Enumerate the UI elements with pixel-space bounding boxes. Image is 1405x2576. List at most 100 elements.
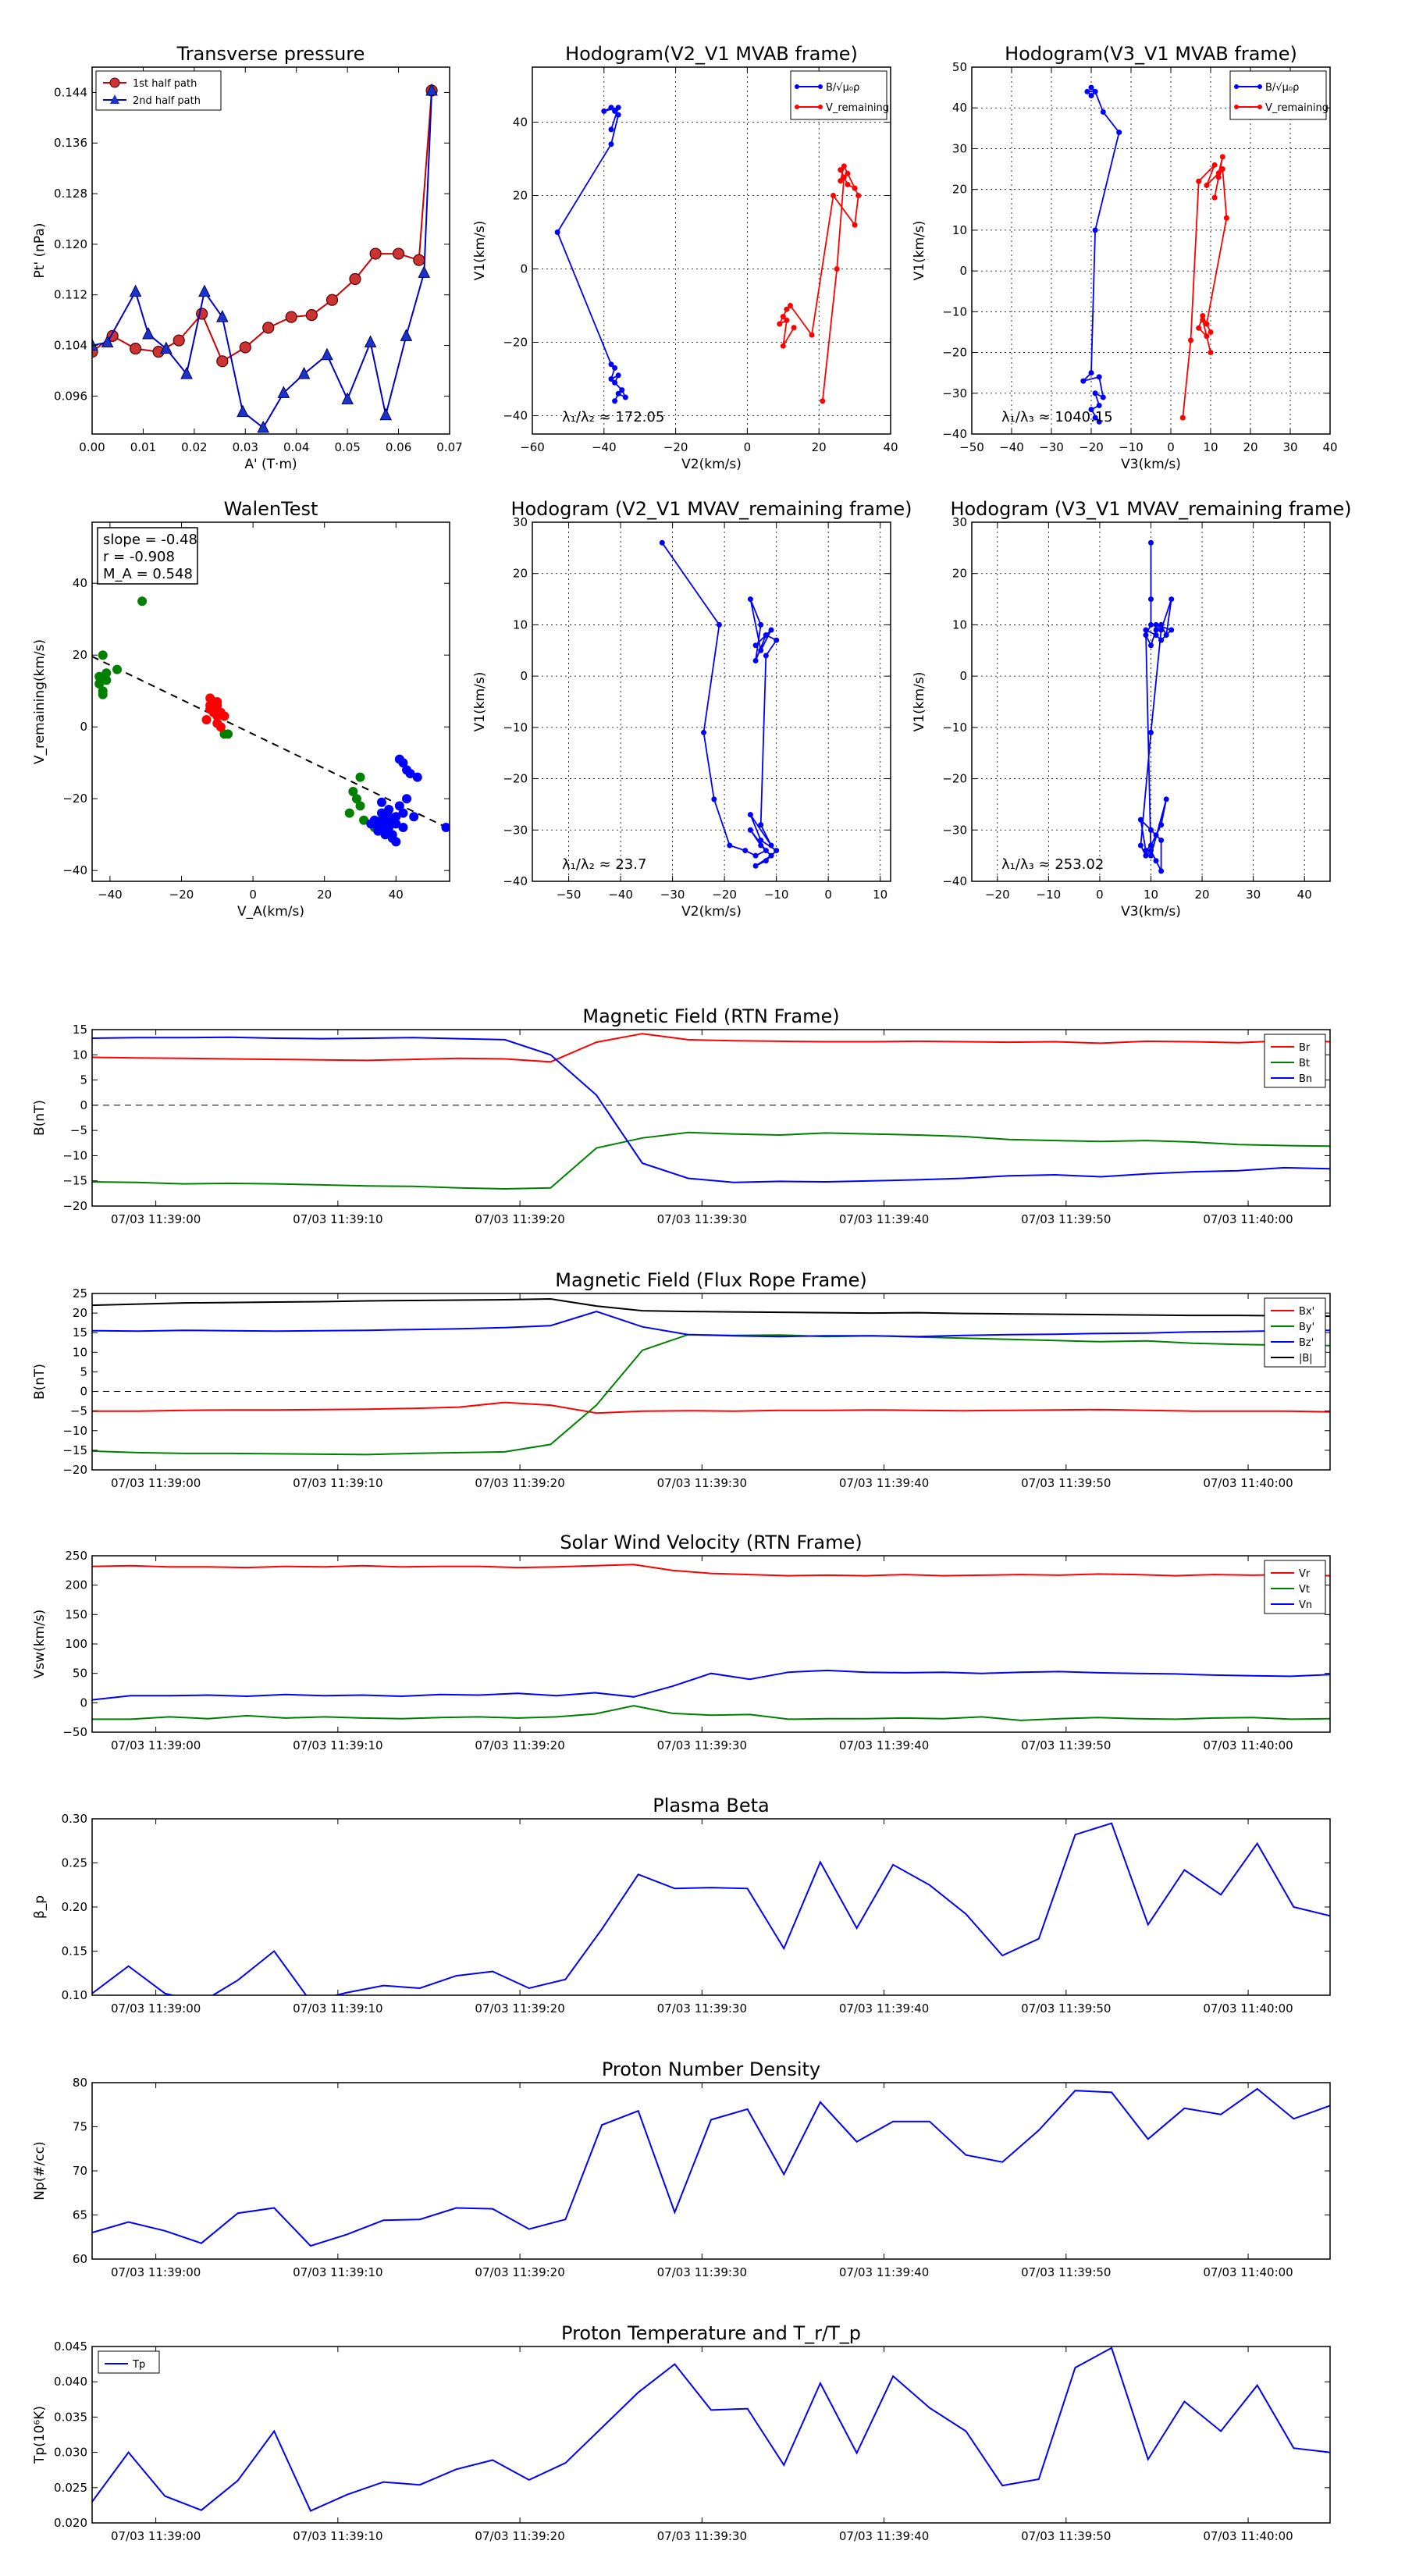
y-tick-label: 0.120 — [54, 237, 87, 251]
series-line — [92, 2087, 1330, 2247]
plot-frame — [91, 521, 450, 882]
data-point — [98, 650, 108, 660]
data-point — [608, 376, 614, 382]
legend-label: B/√μ₀ρ — [1265, 82, 1299, 94]
y-tick-label: 30 — [952, 141, 967, 155]
data-point — [1088, 84, 1094, 91]
y-tick-label: 0 — [80, 1385, 87, 1399]
data-point — [216, 355, 229, 368]
x-tick-label: 07/03 11:39:20 — [475, 1476, 564, 1490]
legend: Vr Vt Vn — [1264, 1560, 1326, 1614]
data-point — [349, 272, 361, 286]
data-point — [239, 341, 251, 354]
chart-title: Proton Number Density — [602, 2058, 820, 2080]
legend-swatch — [795, 84, 799, 89]
data-point — [1148, 729, 1154, 735]
x-tick-label: −40 — [98, 888, 123, 902]
series-line — [1080, 87, 1120, 422]
x-tick-label: 07/03 11:39:00 — [111, 2529, 201, 2543]
x-tick-label: −30 — [660, 888, 685, 902]
data-point — [364, 335, 377, 347]
data-point — [1153, 858, 1159, 864]
data-point — [852, 222, 858, 228]
data-point — [768, 852, 774, 859]
data-point — [1215, 174, 1222, 180]
data-point — [321, 347, 333, 361]
data-point — [1148, 852, 1154, 859]
x-tick-label: 20 — [1195, 888, 1210, 902]
chart-title: Magnetic Field (RTN Frame) — [582, 1005, 839, 1027]
x-tick-label: 07/03 11:40:00 — [1203, 2001, 1293, 2016]
data-point — [1092, 88, 1098, 94]
y-tick-label: 5 — [80, 1364, 87, 1379]
data-point — [376, 808, 386, 818]
plot-frame — [532, 521, 891, 882]
y-tick-label: 0.136 — [54, 136, 87, 150]
x-tick-label: −10 — [1037, 888, 1062, 902]
x-tick-label: 07/03 11:39:10 — [293, 1738, 382, 1752]
y-tick-label: −20 — [503, 772, 528, 786]
data-point — [747, 812, 753, 818]
legend-label: V_remaining — [826, 102, 889, 114]
data-point — [425, 83, 438, 96]
data-point — [701, 729, 707, 735]
x-tick-label: 07/03 11:39:00 — [111, 2265, 201, 2279]
x-tick-label: 07/03 11:40:00 — [1203, 1476, 1293, 1490]
legend-box — [790, 70, 887, 120]
data-point — [1088, 370, 1094, 376]
y-tick-label: 30 — [513, 515, 528, 529]
y-tick-label: 0.020 — [54, 2516, 87, 2530]
x-tick-label: −30 — [1039, 440, 1064, 454]
data-point — [763, 848, 769, 854]
chart-vsw: Solar Wind Velocity (RTN Frame) 07/03 11:… — [32, 1532, 1331, 1752]
data-point — [841, 163, 847, 169]
x-tick-label: 0.07 — [436, 440, 462, 454]
data-point — [1148, 848, 1154, 854]
data-point — [622, 394, 628, 400]
y-tick-label: 20 — [73, 1306, 87, 1320]
y-tick-label: 0 — [520, 262, 528, 276]
y-tick-label: 10 — [952, 617, 967, 632]
x-tick-label: 0 — [1096, 888, 1104, 902]
chart-tp: Proton Temperature and T_r/T_p 07/03 11:3… — [32, 2322, 1331, 2543]
data-point — [612, 108, 618, 114]
data-point — [612, 398, 618, 404]
x-tick-label: 07/03 11:39:50 — [1021, 1212, 1111, 1226]
y-tick-label: 0.035 — [54, 2410, 87, 2424]
data-point — [208, 707, 219, 717]
plot-area — [92, 1033, 1330, 1190]
legend-box — [1264, 1034, 1326, 1088]
data-point — [394, 754, 404, 764]
data-point — [615, 372, 621, 379]
data-point — [1163, 632, 1169, 639]
x-tick-label: −50 — [959, 440, 984, 454]
stats-line: M_A = 0.548 — [103, 566, 193, 582]
data-point — [1137, 817, 1144, 823]
data-point — [344, 808, 354, 818]
plot-frame — [91, 66, 450, 435]
data-point — [615, 105, 621, 111]
data-point — [768, 842, 774, 849]
series-line — [92, 1705, 1330, 1721]
y-tick-label: 0.30 — [62, 1812, 87, 1826]
data-point — [216, 309, 229, 322]
y-tick-label: 20 — [952, 567, 967, 581]
data-point — [752, 642, 759, 649]
series-line — [92, 1311, 1330, 1338]
x-tick-label: 07/03 11:39:00 — [111, 1738, 201, 1752]
x-tick-label: −20 — [712, 888, 737, 902]
plot-area — [92, 1822, 1330, 1995]
y-tick-label: 0.15 — [62, 1944, 87, 1959]
y-tick-label: 100 — [65, 1637, 87, 1651]
chart-mag_fr: Magnetic Field (Flux Rope Frame) 07/03 11… — [32, 1269, 1331, 1490]
data-point — [615, 112, 621, 118]
data-point — [441, 823, 450, 832]
data-point — [787, 303, 793, 308]
y-axis-label: Tp(10⁶K) — [32, 2406, 48, 2464]
data-point — [852, 185, 858, 191]
legend: B/√μ₀ρ V_remaining — [1229, 70, 1329, 120]
eigenvalue-ratio: λ₁/λ₂ ≈ 23.7 — [562, 856, 646, 873]
plot-area — [659, 539, 780, 869]
data-point — [297, 366, 311, 379]
data-point — [608, 141, 614, 148]
